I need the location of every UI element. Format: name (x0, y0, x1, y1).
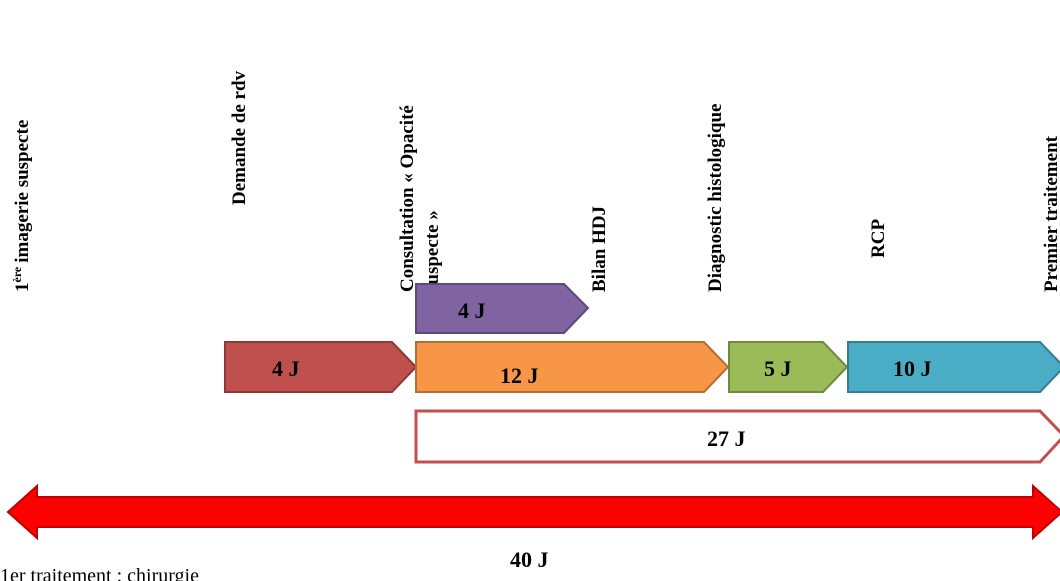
arrow-label: 12 J (500, 363, 539, 388)
milestone-label: Bilan HDJ (589, 206, 610, 292)
milestone-label: Premier traitement (1041, 135, 1060, 292)
milestone-label: Diagnostic histologique (705, 104, 726, 292)
milestone-label: RCP (868, 219, 889, 258)
milestone-label: 1ère imagerie suspecte (10, 120, 33, 292)
arrow-label: 4 J (272, 356, 300, 381)
arrow-shape (415, 341, 730, 393)
arrow-shape (415, 283, 590, 334)
milestone-text: imagerie suspecte (12, 120, 33, 263)
milestone-label: suspecte » (422, 210, 443, 292)
arrow-shape (728, 341, 849, 393)
arrow-shape (414, 409, 1060, 464)
arrow-label: 4 J (458, 298, 486, 323)
milestone-sup: ère (10, 266, 24, 282)
arrow-label: 27 J (707, 426, 746, 451)
double-arrow (6, 483, 1060, 541)
milestone-label: Demande de rdv (229, 70, 250, 205)
arrow-shape (847, 341, 1060, 393)
arrow-shape (224, 341, 418, 393)
arrow-label: 40 J (510, 547, 549, 572)
arrow-label: 10 J (893, 356, 932, 381)
milestone-label: Consultation « Opacité (397, 105, 418, 292)
arrow-label: 5 J (764, 356, 792, 381)
note: 1er traitement : chirurgie (0, 565, 199, 581)
milestone-prefix: 1 (12, 283, 33, 293)
